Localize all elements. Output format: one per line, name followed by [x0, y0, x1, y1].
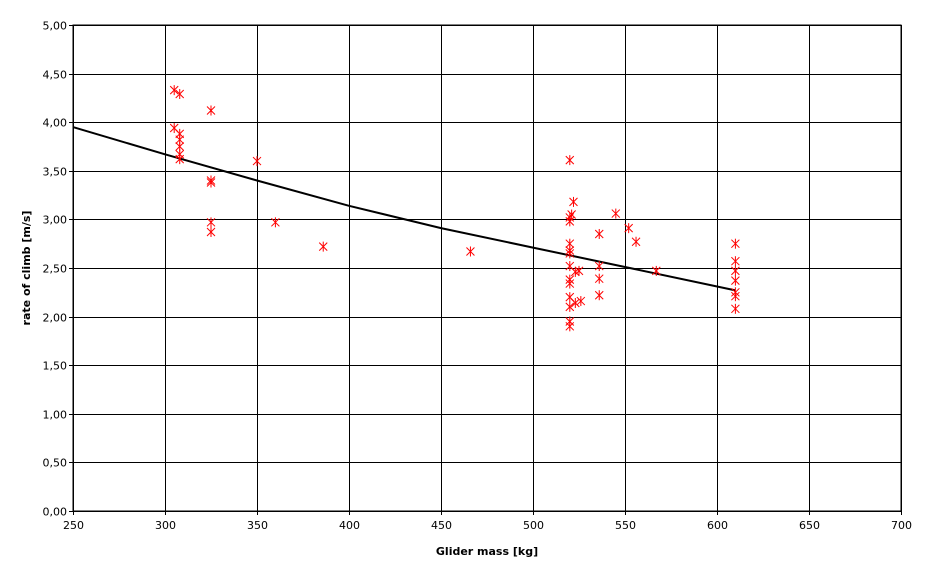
y-tick-label: 3,00: [43, 214, 68, 227]
x-tick-label: 400: [339, 519, 360, 532]
data-point: [594, 228, 604, 239]
data-point: [206, 217, 216, 228]
x-tick-label: 650: [799, 519, 820, 532]
data-point: [594, 261, 604, 272]
y-axis-ticks: 0,00 0,50 1,00 1,50 2,00 2,50 3,00 3,50 4,00 4,50…: [43, 20, 73, 519]
y-tick-label: 2,00: [43, 312, 68, 325]
data-point: [731, 275, 740, 286]
data-point: [318, 241, 328, 252]
data-point: [206, 227, 216, 238]
data-point: [569, 196, 578, 207]
data-point: [565, 216, 575, 227]
x-tick-label: 500: [523, 519, 544, 532]
y-tick-label: 0,50: [43, 457, 68, 470]
data-point: [594, 290, 604, 301]
data-point: [206, 177, 216, 188]
data-point: [624, 223, 634, 234]
data-point: [206, 105, 216, 116]
x-axis-title: Glider mass [kg]: [436, 545, 538, 558]
data-points: [169, 85, 740, 332]
data-point: [175, 154, 185, 165]
data-point: [651, 265, 661, 276]
x-tick-label: 550: [615, 519, 636, 532]
y-tick-label: 4,50: [43, 69, 68, 82]
data-point: [175, 89, 185, 100]
y-tick-label: 1,00: [43, 409, 68, 422]
y-tick-label: 3,50: [43, 166, 68, 179]
data-point: [611, 208, 621, 219]
y-tick-label: 0,00: [43, 506, 68, 519]
data-point: [631, 236, 641, 247]
data-point: [565, 155, 575, 166]
data-point: [731, 303, 740, 314]
x-tick-label: 700: [891, 519, 912, 532]
x-tick-label: 350: [247, 519, 268, 532]
x-tick-label: 450: [431, 519, 452, 532]
data-point: [731, 291, 740, 302]
data-point: [565, 301, 575, 312]
y-tick-label: 5,00: [43, 20, 68, 33]
x-tick-label: 300: [155, 519, 176, 532]
y-tick-label: 2,50: [43, 263, 68, 276]
x-axis-ticks: 250 300 350 400 450 500 550 600 650 700: [63, 511, 912, 532]
data-point: [466, 246, 475, 257]
data-point: [565, 278, 575, 289]
data-point: [570, 297, 580, 308]
y-tick-label: 4,00: [43, 117, 68, 130]
data-point: [252, 156, 262, 167]
data-point: [565, 321, 575, 332]
data-point: [271, 217, 280, 228]
data-point: [731, 265, 740, 276]
data-point: [731, 256, 740, 267]
x-tick-label: 600: [707, 519, 728, 532]
y-axis-title: rate of climb [m/s]: [20, 211, 33, 326]
data-point: [565, 248, 575, 259]
data-point: [574, 265, 584, 276]
trend-line: [72, 126, 736, 292]
data-point: [169, 85, 179, 96]
x-tick-label: 250: [63, 519, 84, 532]
data-point: [731, 238, 740, 249]
y-tick-label: 1,50: [43, 360, 68, 373]
data-point: [594, 273, 604, 284]
data-point: [576, 296, 586, 307]
grid: [73, 25, 902, 512]
